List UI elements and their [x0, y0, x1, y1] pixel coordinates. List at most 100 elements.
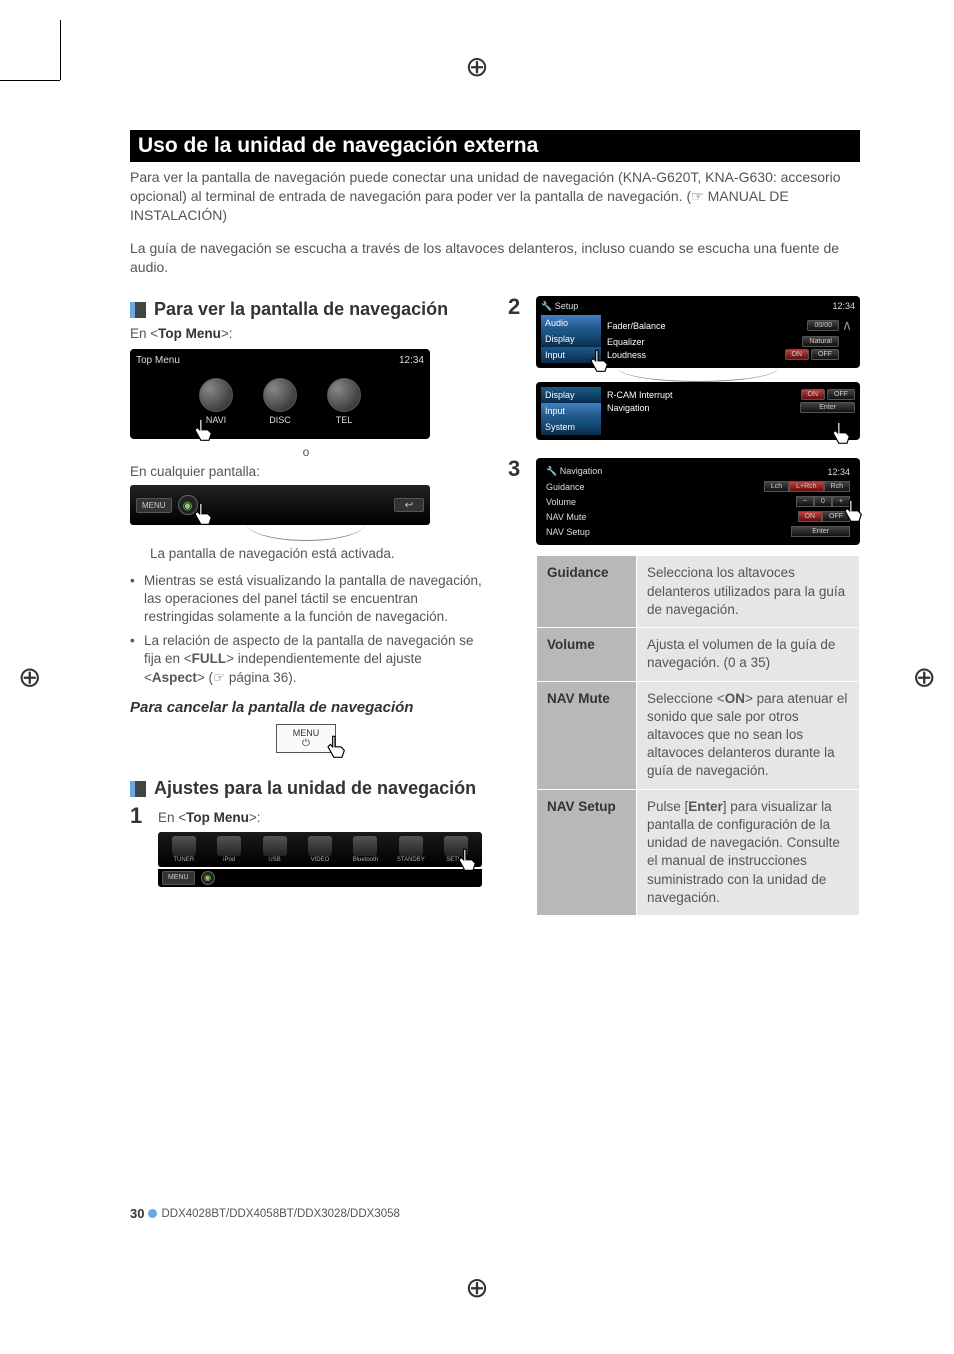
crop-mark-h	[0, 80, 60, 81]
menu-button-small[interactable]: MENU	[162, 871, 195, 885]
cell-value: Selecciona los altavoces delanteros util…	[637, 556, 860, 628]
tel-button[interactable]: TEL	[327, 378, 361, 425]
row-volume[interactable]: Volume	[546, 497, 576, 507]
tm-tuner[interactable]: TUNER	[162, 836, 205, 863]
row-fader[interactable]: Fader/Balance	[601, 321, 807, 331]
cell-key: Guidance	[537, 556, 637, 628]
section-title: Uso de la unidad de navegación externa	[130, 130, 860, 162]
footer-dot-icon	[148, 1209, 157, 1218]
menu-button[interactable]: MENU	[136, 498, 172, 513]
guidance-lrch[interactable]: L+Rch	[789, 481, 823, 492]
navi-button[interactable]: NAVI	[199, 378, 233, 425]
subheading-text: Para ver la pantalla de navegación	[154, 298, 448, 321]
any-screen-label: En cualquier pantalla:	[130, 463, 482, 481]
loudness-off[interactable]: OFF	[811, 349, 839, 360]
touch-pointer-icon	[321, 734, 349, 762]
top-menu-screenshot: Top Menu 12:34 NAVI DISC TEL	[130, 349, 430, 439]
disc-button[interactable]: DISC	[263, 378, 297, 425]
step-number-2: 2	[508, 296, 526, 318]
vol-down[interactable]: −	[796, 496, 814, 507]
rcam-on[interactable]: ON	[801, 389, 826, 400]
top-menu-strip-screenshot: TUNER iPod USB VIDEO Bluetooth STANDBY S…	[158, 832, 482, 867]
vol-up[interactable]: +	[832, 496, 850, 507]
bullet-2: La relación de aspecto de la pantalla de…	[130, 632, 482, 687]
tm-bluetooth[interactable]: Bluetooth	[344, 836, 387, 863]
en-top-menu-line: En <Top Menu>:	[130, 325, 482, 343]
table-row: Guidance Selecciona los altavoces delant…	[537, 556, 860, 628]
ss-time: 12:34	[399, 355, 424, 366]
cell-key: Volume	[537, 628, 637, 681]
guidance-lch[interactable]: Lch	[764, 481, 789, 492]
rcam-off[interactable]: OFF	[827, 389, 855, 400]
setup-panel-bottom: Display Input System R-CAM InterruptONOF…	[536, 382, 860, 440]
power-icon: ⏻	[302, 738, 310, 749]
nav-title: 🔧 Navigation	[546, 466, 602, 477]
nav-shortcut-button[interactable]: ◉	[178, 495, 198, 515]
tab-input[interactable]: Input	[541, 347, 601, 363]
page-number: 30	[130, 1206, 144, 1221]
back-button[interactable]: ↩	[394, 498, 424, 512]
tab-display[interactable]: Display	[541, 331, 601, 347]
registration-mark-left: ⊕	[18, 661, 41, 694]
tm-standby[interactable]: STANDBY	[389, 836, 432, 863]
tm-usb[interactable]: USB	[253, 836, 296, 863]
row-guidance[interactable]: Guidance	[546, 482, 585, 492]
setup-panel-top: 🔧 Setup 12:34 Audio Display Input Fader/…	[536, 296, 860, 368]
row-loudness[interactable]: Loudness	[601, 350, 785, 360]
row-equalizer[interactable]: Equalizer	[601, 337, 802, 347]
navsetup-enter[interactable]: Enter	[791, 526, 850, 537]
ss-title: Top Menu	[136, 355, 180, 366]
tm-setup[interactable]: SETUP	[435, 836, 478, 863]
loudness-on[interactable]: ON	[785, 349, 810, 360]
scroll-arc-icon	[618, 368, 778, 382]
nav-time: 12:34	[827, 467, 850, 477]
setup-title: 🔧 Setup	[541, 301, 578, 312]
bullet-1: Mientras se está visualizando la pantall…	[130, 572, 482, 627]
row-rcam[interactable]: R-CAM Interrupt	[601, 390, 801, 400]
heading-marker-icon	[130, 302, 146, 318]
swipe-arc-icon	[246, 523, 366, 541]
step-number-3: 3	[508, 458, 526, 480]
cell-value: Pulse [Enter] para visualizar la pantall…	[637, 789, 860, 915]
table-row: NAV Mute Seleccione <ON> para atenuar el…	[537, 681, 860, 789]
page-footer: 30 DDX4028BT/DDX4058BT/DDX3028/DDX3058	[130, 1206, 400, 1221]
menu-strip-screenshot: MENU ◉ ↩	[130, 485, 430, 525]
table-row: Volume Ajusta el volumen de la guía de n…	[537, 628, 860, 681]
description-table: Guidance Selecciona los altavoces delant…	[536, 555, 860, 916]
row-navsetup[interactable]: NAV Setup	[546, 527, 590, 537]
nav-enter[interactable]: Enter	[800, 402, 855, 413]
subheading-view-nav: Para ver la pantalla de navegación	[130, 298, 482, 321]
eq-value: Natural	[802, 336, 839, 347]
tab-system[interactable]: System	[541, 419, 601, 435]
cell-key: NAV Setup	[537, 789, 637, 915]
cell-value: Seleccione <ON> para atenuar el sonido q…	[637, 681, 860, 789]
guidance-rch[interactable]: Rch	[824, 481, 850, 492]
tab-audio[interactable]: Audio	[541, 315, 601, 331]
fader-value: 00/00	[807, 320, 839, 331]
subheading-settings: Ajustes para la unidad de navegación	[130, 777, 482, 800]
registration-mark-bottom: ⊕	[465, 1271, 488, 1304]
tm-video[interactable]: VIDEO	[298, 836, 341, 863]
row-navigation[interactable]: Navigation	[601, 403, 800, 413]
crop-mark-v	[60, 20, 61, 80]
nav-shortcut-small[interactable]: ◉	[201, 871, 215, 885]
navmute-off[interactable]: OFF	[822, 511, 850, 522]
tab-display-2[interactable]: Display	[541, 387, 601, 403]
intro-paragraph-2: La guía de navegación se escucha a travé…	[130, 239, 860, 277]
setup-time: 12:34	[832, 301, 855, 312]
menu-small-button[interactable]: MENU⏻	[276, 724, 336, 753]
intro-paragraph-1: Para ver la pantalla de navegación puede…	[130, 168, 860, 225]
vol-val: 0	[814, 496, 832, 507]
up-caret-icon[interactable]: ∧	[839, 317, 855, 334]
row-navmute[interactable]: NAV Mute	[546, 512, 586, 522]
or-label: o	[130, 445, 482, 459]
tm-ipod[interactable]: iPod	[207, 836, 250, 863]
cell-value: Ajusta el volumen de la guía de navegaci…	[637, 628, 860, 681]
step-number-1: 1	[130, 805, 148, 827]
registration-mark-right: ⊕	[913, 661, 936, 694]
subheading-text: Ajustes para la unidad de navegación	[154, 777, 476, 800]
tab-input-2[interactable]: Input	[541, 403, 601, 419]
cell-key: NAV Mute	[537, 681, 637, 789]
navmute-on[interactable]: ON	[798, 511, 823, 522]
step1-text: En <Top Menu>:	[158, 809, 482, 827]
